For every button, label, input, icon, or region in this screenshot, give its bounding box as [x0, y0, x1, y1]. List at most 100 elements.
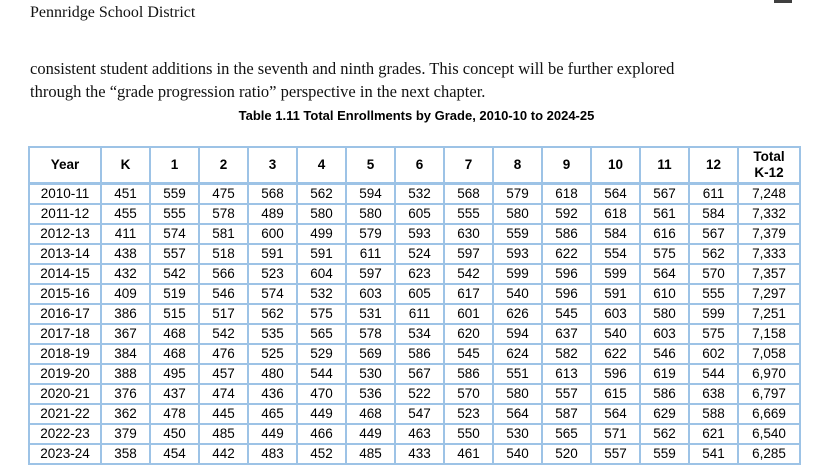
- enrollment-cell: 594: [492, 323, 543, 345]
- enrollment-cell: 554: [590, 243, 641, 265]
- enrollment-cell: 586: [394, 343, 445, 365]
- enrollment-cell: 550: [443, 423, 494, 445]
- enrollment-cell: 580: [639, 303, 690, 325]
- enrollment-cell: 561: [639, 203, 690, 225]
- enrollment-cell: 547: [394, 403, 445, 425]
- enrollment-cell: 620: [443, 323, 494, 345]
- column-header: 3: [247, 146, 298, 185]
- enrollment-cell: 564: [590, 403, 641, 425]
- enrollment-cell: 617: [443, 283, 494, 305]
- total-cell: 7,297: [737, 283, 801, 305]
- enrollment-cell: 564: [492, 403, 543, 425]
- enrollment-cell: 546: [639, 343, 690, 365]
- year-cell: 2013-14: [28, 243, 102, 265]
- enrollment-cell: 571: [590, 423, 641, 445]
- table-row: 2018-19 384 468 476 525 529 569 586 545 624 582 622…: [28, 343, 801, 365]
- year-cell: 2019-20: [28, 363, 102, 385]
- enrollment-cell: 626: [492, 303, 543, 325]
- enrollment-cell: 610: [639, 283, 690, 305]
- enrollment-cell: 468: [149, 343, 200, 365]
- enrollment-cell: 564: [639, 263, 690, 285]
- enrollment-cell: 611: [394, 303, 445, 325]
- enrollment-cell: 518: [198, 243, 249, 265]
- enrollment-cell: 536: [345, 383, 396, 405]
- enrollment-cell: 587: [541, 403, 592, 425]
- enrollment-cell: 591: [247, 243, 298, 265]
- header-row: Year K 1 2 3 4 5 6 7 8 9 10 11 12 Total K-12: [28, 146, 801, 185]
- enrollment-cell: 433: [394, 443, 445, 465]
- page-number-fragment-cutoff: [774, 0, 792, 3]
- enrollment-cell: 562: [247, 303, 298, 325]
- total-cell: 7,158: [737, 323, 801, 345]
- enrollment-cell: 586: [639, 383, 690, 405]
- enrollment-cell: 621: [688, 423, 739, 445]
- enrollment-cell: 463: [394, 423, 445, 445]
- table-row: 2021-22 362 478 445 465 449 468 547 523 564 587 564…: [28, 403, 801, 425]
- enrollment-cell: 495: [149, 363, 200, 385]
- enrollment-cell: 623: [394, 263, 445, 285]
- enrollment-cell: 480: [247, 363, 298, 385]
- enrollment-cell: 557: [590, 443, 641, 465]
- enrollment-cell: 532: [394, 182, 445, 205]
- column-header: 9: [541, 146, 592, 185]
- enrollment-cell: 386: [100, 303, 151, 325]
- enrollment-cell: 476: [198, 343, 249, 365]
- enrollment-cell: 452: [296, 443, 347, 465]
- enrollment-cell: 630: [443, 223, 494, 245]
- column-header: 8: [492, 146, 543, 185]
- enrollment-cell: 584: [590, 223, 641, 245]
- enrollment-cell: 618: [590, 203, 641, 225]
- enrollment-cell: 593: [394, 223, 445, 245]
- enrollment-cell: 542: [198, 323, 249, 345]
- enrollment-cell: 557: [541, 383, 592, 405]
- enrollment-cell: 540: [492, 283, 543, 305]
- column-header: K: [100, 146, 151, 185]
- enrollment-cell: 637: [541, 323, 592, 345]
- enrollment-cell: 565: [541, 423, 592, 445]
- enrollment-cell: 611: [688, 182, 739, 205]
- enrollment-cell: 367: [100, 323, 151, 345]
- enrollment-cell: 570: [688, 263, 739, 285]
- enrollment-cell: 568: [247, 182, 298, 205]
- table-row: 2012-13 411 574 581 600 499 579 593 630 559 586 584…: [28, 223, 801, 245]
- enrollment-cell: 596: [541, 283, 592, 305]
- column-header: 6: [394, 146, 445, 185]
- year-cell: 2016-17: [28, 303, 102, 325]
- enrollment-cell: 542: [443, 263, 494, 285]
- enrollment-cell: 622: [541, 243, 592, 265]
- column-header: 12: [688, 146, 739, 185]
- enrollment-cell: 596: [541, 263, 592, 285]
- year-cell: 2022-23: [28, 423, 102, 445]
- enrollment-cell: 599: [590, 263, 641, 285]
- enrollment-cell: 542: [149, 263, 200, 285]
- total-cell: 6,285: [737, 443, 801, 465]
- enrollment-cell: 376: [100, 383, 151, 405]
- enrollment-cell: 388: [100, 363, 151, 385]
- enrollment-cell: 523: [443, 403, 494, 425]
- table-row: 2013-14 438 557 518 591 591 611 524 597 593 622 554…: [28, 243, 801, 265]
- enrollment-cell: 624: [492, 343, 543, 365]
- enrollment-cell: 567: [688, 223, 739, 245]
- enrollment-cell: 437: [149, 383, 200, 405]
- enrollment-cell: 562: [639, 423, 690, 445]
- enrollment-cell: 574: [247, 283, 298, 305]
- enrollment-cell: 474: [198, 383, 249, 405]
- enrollment-cell: 475: [198, 182, 249, 205]
- enrollment-cell: 567: [394, 363, 445, 385]
- enrollment-cell: 555: [688, 283, 739, 305]
- enrollment-cell: 564: [590, 182, 641, 205]
- enrollment-cell: 457: [198, 363, 249, 385]
- enrollment-cell: 603: [590, 303, 641, 325]
- enrollment-cell: 581: [198, 223, 249, 245]
- column-header: 11: [639, 146, 690, 185]
- table-row: 2010-11 451 559 475 568 562 594 532 568 579 618 564…: [28, 182, 801, 205]
- enrollment-cell: 450: [149, 423, 200, 445]
- column-header: 5: [345, 146, 396, 185]
- enrollment-cell: 579: [492, 182, 543, 205]
- enrollment-cell: 591: [296, 243, 347, 265]
- year-cell: 2017-18: [28, 323, 102, 345]
- total-cell: 7,333: [737, 243, 801, 265]
- enrollment-cell: 599: [688, 303, 739, 325]
- enrollment-cell: 534: [394, 323, 445, 345]
